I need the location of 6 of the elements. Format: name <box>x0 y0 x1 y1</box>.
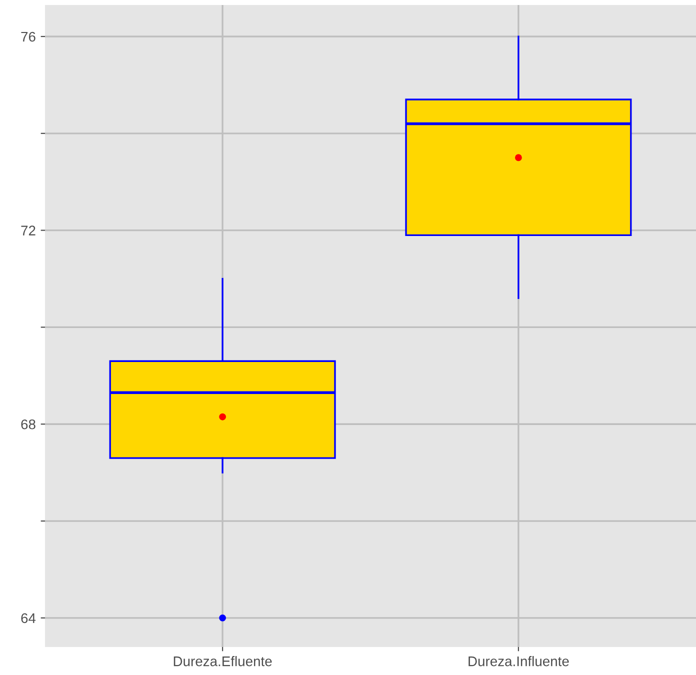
x-tick-label: Dureza.Efluente <box>174 656 272 666</box>
y-tick-label: 76 <box>21 32 36 42</box>
y-tick-label: 68 <box>21 419 36 430</box>
y-tick-label: 64 <box>21 613 36 624</box>
y-tick-label: 72 <box>21 226 36 236</box>
x-tick-label: Dureza.Influente <box>468 656 569 666</box>
